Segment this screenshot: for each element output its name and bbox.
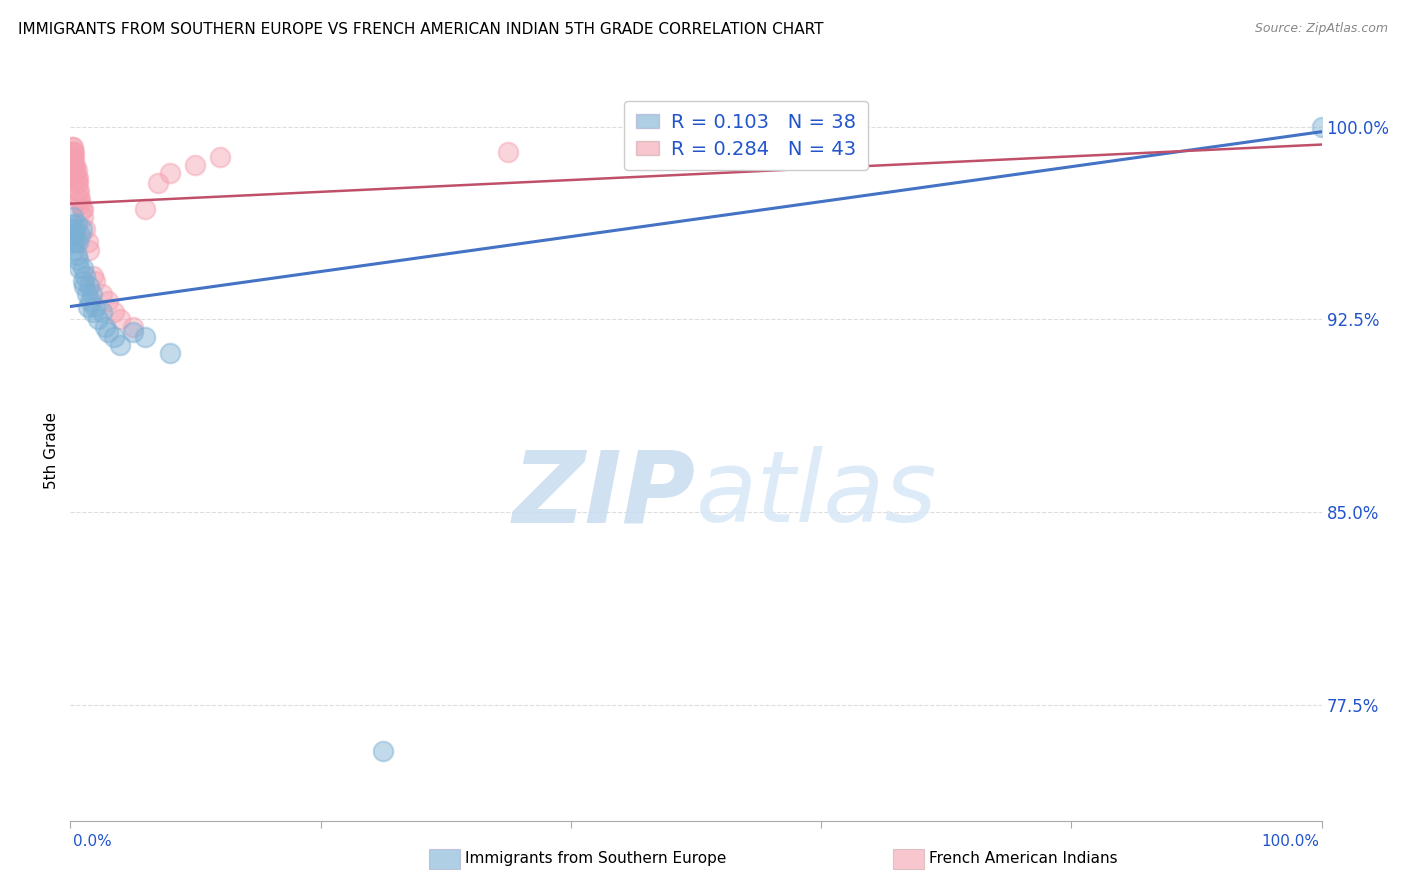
Point <box>122 325 145 339</box>
Point <box>79 294 101 309</box>
Point <box>82 304 104 318</box>
Point <box>62 210 84 224</box>
Point <box>97 294 120 309</box>
Point <box>69 192 91 206</box>
Point <box>60 235 83 250</box>
Point <box>63 150 86 164</box>
Point <box>72 202 94 216</box>
Point <box>70 202 93 216</box>
Point <box>63 243 86 257</box>
Point <box>65 163 87 178</box>
Point <box>77 279 100 293</box>
Point <box>77 243 100 257</box>
Point <box>63 166 86 180</box>
Point <box>65 158 87 172</box>
Point <box>62 145 84 160</box>
Point <box>84 274 107 288</box>
Point <box>159 345 181 359</box>
Point <box>87 312 110 326</box>
Text: atlas: atlas <box>696 446 938 543</box>
Point <box>69 227 91 242</box>
Point <box>62 150 84 164</box>
Point <box>66 176 89 190</box>
Point <box>70 222 93 236</box>
Point <box>110 312 132 326</box>
Point <box>62 227 84 242</box>
Point <box>84 300 107 314</box>
Point <box>1310 120 1333 134</box>
Point <box>65 217 87 231</box>
Point <box>65 235 87 250</box>
Point <box>75 268 97 283</box>
Point <box>60 150 83 164</box>
Point <box>62 140 84 154</box>
Y-axis label: 5th Grade: 5th Grade <box>44 412 59 489</box>
Point <box>209 150 232 164</box>
Text: ZIP: ZIP <box>513 446 696 543</box>
Point <box>94 320 117 334</box>
Point <box>184 158 207 172</box>
Point <box>72 260 94 275</box>
Point <box>82 268 104 283</box>
Point <box>103 304 125 318</box>
Point <box>66 184 89 198</box>
Point <box>66 235 89 250</box>
Point <box>63 158 86 172</box>
Point <box>60 222 83 236</box>
Point <box>134 202 156 216</box>
Point <box>65 171 87 186</box>
Text: Source: ZipAtlas.com: Source: ZipAtlas.com <box>1254 22 1388 36</box>
Point <box>76 235 98 250</box>
Point <box>66 171 89 186</box>
Text: 100.0%: 100.0% <box>1261 834 1319 849</box>
Point <box>498 145 520 160</box>
Point <box>134 330 156 344</box>
Point <box>90 304 112 318</box>
Point <box>62 217 84 231</box>
Point <box>159 166 181 180</box>
Text: Immigrants from Southern Europe: Immigrants from Southern Europe <box>465 851 727 865</box>
Point <box>65 163 87 178</box>
Point <box>60 145 83 160</box>
Point <box>371 744 394 758</box>
Point <box>76 300 98 314</box>
Point <box>72 274 94 288</box>
Point <box>67 192 90 206</box>
Point <box>110 338 132 352</box>
Point <box>63 227 86 242</box>
Point <box>90 286 112 301</box>
Point <box>80 286 103 301</box>
Point <box>73 279 96 293</box>
Point <box>76 286 98 301</box>
Point <box>65 176 87 190</box>
Point <box>63 145 86 160</box>
Point <box>66 253 89 268</box>
Point <box>62 158 84 172</box>
Point <box>69 196 91 211</box>
Text: French American Indians: French American Indians <box>929 851 1118 865</box>
Point <box>146 176 169 190</box>
Point <box>97 325 120 339</box>
Point <box>103 330 125 344</box>
Legend: R = 0.103   N = 38, R = 0.284   N = 43: R = 0.103 N = 38, R = 0.284 N = 43 <box>624 101 868 170</box>
Point <box>65 222 87 236</box>
Point <box>122 320 145 334</box>
Point <box>60 140 83 154</box>
Point <box>67 184 90 198</box>
Text: IMMIGRANTS FROM SOUTHERN EUROPE VS FRENCH AMERICAN INDIAN 5TH GRADE CORRELATION : IMMIGRANTS FROM SOUTHERN EUROPE VS FRENC… <box>18 22 824 37</box>
Point <box>67 260 90 275</box>
Point <box>65 171 87 186</box>
Text: 0.0%: 0.0% <box>73 834 112 849</box>
Point <box>65 248 87 262</box>
Point <box>75 222 97 236</box>
Point <box>72 210 94 224</box>
